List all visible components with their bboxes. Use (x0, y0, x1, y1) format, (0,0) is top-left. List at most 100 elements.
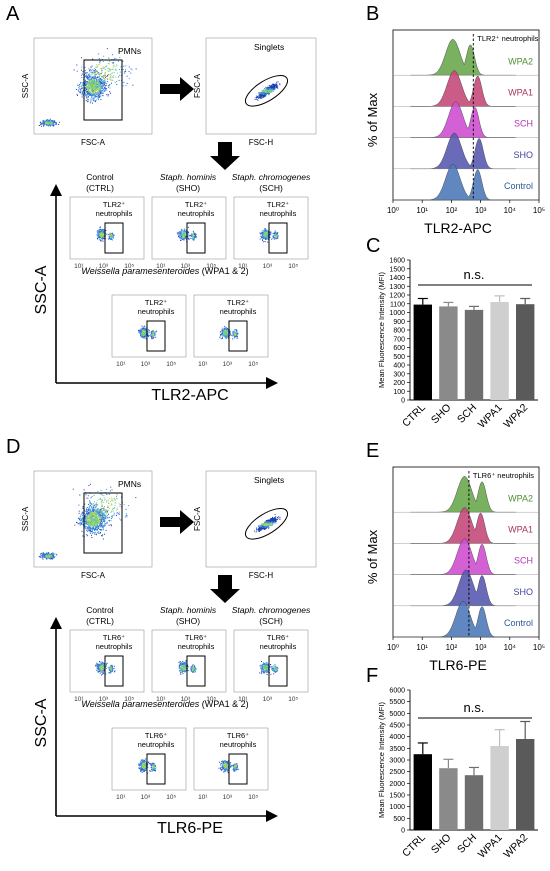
arrow-down-icon (210, 575, 240, 603)
x-tick-label: 10⁵ (533, 643, 545, 652)
panel-d-flow-gating: D PMNs FSC-A SSC-A Singlets FSC-H FSC-A Control… (6, 436, 317, 837)
y-tick-label: 6000 (389, 688, 405, 695)
group-abbrev: (SHO) (176, 183, 200, 193)
group-name: Staph. chromogenes (232, 172, 311, 182)
tick-label: 10³ (263, 696, 273, 703)
gate-population-label: neutrophils (178, 209, 215, 218)
x-tick-label: 10⁴ (504, 206, 517, 215)
sample-label: WPA1 (508, 524, 533, 534)
gate-marker-label: TLR2⁺ (185, 200, 207, 209)
bar-y-label: Mean Fluorescence Intensity (MFI) (377, 272, 386, 388)
pmn-gate-label: PMNs (118, 46, 141, 56)
gate-marker-label: TLR2⁺ (103, 200, 125, 209)
bar-wpa1 (490, 302, 509, 400)
singlets-gate (244, 75, 289, 107)
arrow-down-icon (210, 142, 240, 170)
pmn-dot-plot (33, 37, 153, 135)
y-tick-label: 1500 (389, 266, 405, 273)
panel-e-histograms: E WPA2 WPA1 SCH SHO Control TLR6⁺ neutrophils 1… (365, 440, 545, 673)
sample-label: SHO (513, 150, 533, 160)
group-abbrev: (CTRL) (86, 183, 114, 193)
plot1-x-label: FSC-A (81, 571, 106, 580)
group-name: Staph. hominis (160, 172, 217, 182)
x-tick-label: 10⁴ (504, 643, 517, 652)
x-tick-label: 10⁵ (533, 206, 545, 215)
tlr-dot-plot (233, 196, 309, 260)
arrow-right-icon (160, 510, 194, 534)
y-tick-label: 300 (393, 371, 405, 378)
gate-population-label: neutrophils (260, 642, 297, 651)
tlr-gate (104, 655, 124, 687)
y-tick-label: 3500 (389, 746, 405, 753)
sample-label: SCH (514, 119, 533, 129)
plot1-x-label: FSC-A (81, 138, 106, 147)
category-label: WPA1 (476, 832, 505, 861)
singlets-dot-plot (205, 37, 317, 135)
sample-label: SCH (514, 556, 533, 566)
bar-y-label: Mean Fluorescence Intensity (MFI) (377, 702, 386, 818)
panel-letter-a: A (6, 3, 20, 25)
tick-label: 10¹ (198, 361, 208, 368)
panel-letter-f: F (366, 665, 378, 687)
gate-marker-label: TLR2⁺ (145, 298, 167, 307)
tick-label: 10³ (223, 361, 233, 368)
sample-label: Control (504, 181, 533, 191)
x-tick-label: 10² (446, 643, 458, 652)
tlr-dot-plot (111, 727, 187, 791)
bar-wpa1 (490, 746, 509, 830)
group-abbrev: (CTRL) (86, 616, 114, 626)
category-label: WPA1 (476, 402, 505, 431)
panel-b-histograms: B WPA2 WPA1 SCH SHO Control TLR2⁺ neutrophils 1… (365, 3, 545, 236)
tick-label: 10⁵ (206, 696, 216, 703)
gate-population-label: neutrophils (96, 642, 133, 651)
tlr-gate (186, 655, 206, 687)
y-tick-label: 700 (393, 336, 405, 343)
tick-label: 10⁵ (248, 794, 258, 801)
bar-wpa2 (516, 304, 535, 400)
plot2-y-label: FSC-A (193, 73, 202, 98)
pmn-gate (83, 492, 123, 554)
x-tick-label: 10³ (475, 206, 487, 215)
tick-label: 10¹ (156, 696, 166, 703)
gate-marker-label: TLR6⁺ (267, 633, 289, 642)
gate-marker-label: TLR6⁺ (145, 731, 167, 740)
gate-marker-label: TLR2⁺ (267, 200, 289, 209)
tick-label: 10³ (181, 263, 191, 270)
significance-label: n.s. (464, 700, 485, 715)
bar-sch (464, 309, 484, 400)
tlr-dot-plot (151, 629, 227, 693)
panel-c-bar-chart: C010020030040050060070080090010001100120… (366, 235, 538, 431)
sample-label: Control (504, 618, 533, 628)
gate-annotation: TLR2⁺ neutrophils (477, 34, 538, 43)
sample-label: WPA1 (508, 87, 533, 97)
sample-label: SHO (513, 587, 533, 597)
y-tick-label: 200 (393, 380, 405, 387)
y-tick-label: 5000 (389, 711, 405, 718)
category-label: WPA2 (501, 832, 530, 861)
gate-population-label: neutrophils (220, 740, 257, 749)
y-tick-label: 4000 (389, 734, 405, 741)
gate-population-label: neutrophils (260, 209, 297, 218)
y-tick-label: 400 (393, 363, 405, 370)
tick-label: 10⁵ (288, 263, 298, 270)
tick-label: 10³ (99, 263, 109, 270)
y-tick-label: 5500 (389, 699, 405, 706)
tick-label: 10⁵ (124, 696, 134, 703)
y-tick-label: 1300 (389, 284, 405, 291)
tick-label: 10¹ (116, 794, 126, 801)
category-label: CTRL (400, 402, 428, 430)
histogram-x-label: TLR6-PE (429, 657, 487, 673)
x-tick-label: 10¹ (416, 206, 428, 215)
x-tick-label: 10⁰ (387, 206, 399, 215)
gate-marker-label: TLR6⁺ (227, 731, 249, 740)
tlr-dot-plot (233, 629, 309, 693)
arrow-right-small-icon (266, 377, 278, 389)
category-label: CTRL (400, 832, 428, 860)
gate-population-label: neutrophils (96, 209, 133, 218)
group-name: Control (86, 172, 114, 182)
singlets-dot-plot (205, 470, 317, 568)
tick-label: 10³ (99, 696, 109, 703)
tick-label: 10⁵ (206, 263, 216, 270)
singlets-gate-label: Singlets (254, 475, 284, 485)
histogram-x-label: TLR2-APC (424, 220, 492, 236)
